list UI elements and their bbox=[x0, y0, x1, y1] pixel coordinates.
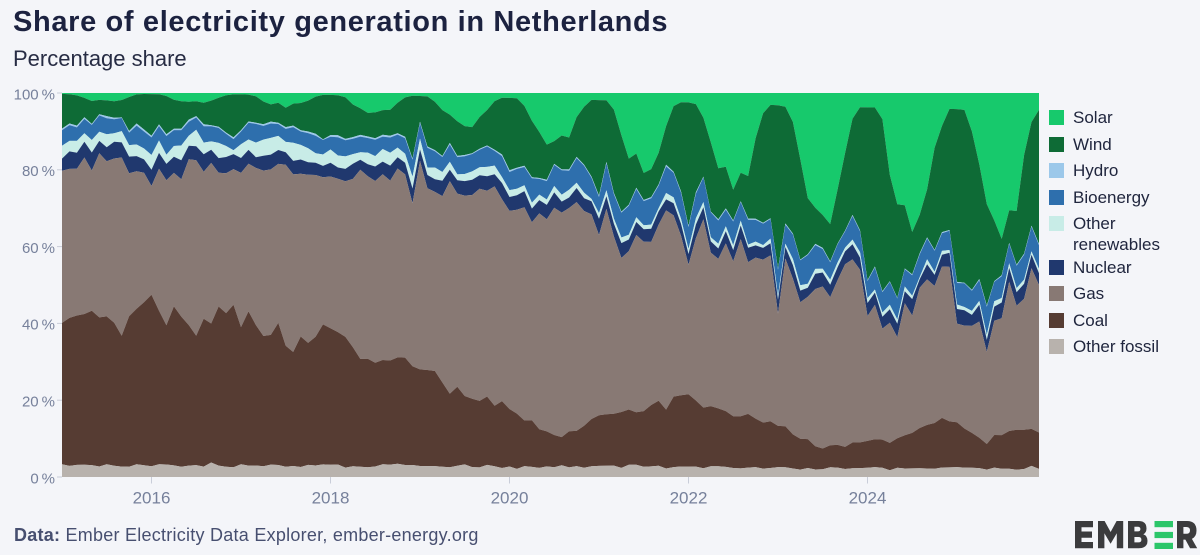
svg-text:2024: 2024 bbox=[849, 489, 887, 508]
svg-text:2018: 2018 bbox=[312, 489, 350, 508]
svg-text:2020: 2020 bbox=[491, 489, 529, 508]
svg-text:2022: 2022 bbox=[670, 489, 708, 508]
svg-text:20 %: 20 % bbox=[22, 394, 55, 411]
svg-text:40 %: 40 % bbox=[22, 317, 55, 334]
svg-text:0 %: 0 % bbox=[30, 470, 55, 487]
svg-text:80 %: 80 % bbox=[22, 163, 55, 180]
svg-text:60 %: 60 % bbox=[22, 240, 55, 257]
svg-text:2016: 2016 bbox=[133, 489, 171, 508]
svg-text:100 %: 100 % bbox=[14, 86, 55, 103]
